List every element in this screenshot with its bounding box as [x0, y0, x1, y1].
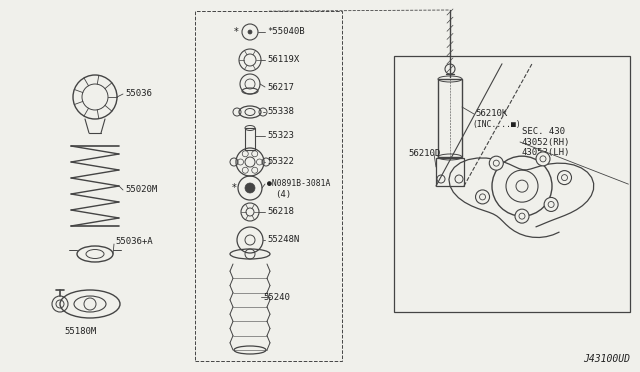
Circle shape: [476, 190, 490, 204]
Circle shape: [248, 30, 252, 34]
Circle shape: [84, 298, 96, 310]
Text: 55240: 55240: [263, 292, 290, 301]
Text: 56210D: 56210D: [408, 150, 440, 158]
Text: 55036+A: 55036+A: [115, 237, 152, 247]
Text: *: *: [233, 27, 238, 37]
Text: 43053(LH): 43053(LH): [522, 148, 570, 157]
Text: J43100UD: J43100UD: [583, 354, 630, 364]
Text: 55020M: 55020M: [125, 186, 157, 195]
Text: 43052(RH): 43052(RH): [522, 138, 570, 147]
Bar: [245, 128, 255, 150]
Text: 55323: 55323: [267, 131, 294, 141]
Circle shape: [490, 156, 503, 170]
Text: SEC. 430: SEC. 430: [522, 128, 565, 137]
Text: (INC....■): (INC....■): [472, 119, 521, 128]
Text: 55322: 55322: [267, 157, 294, 167]
Circle shape: [536, 152, 550, 166]
Text: 56119X: 56119X: [267, 55, 300, 64]
Text: 55338: 55338: [267, 108, 294, 116]
Circle shape: [245, 183, 255, 193]
Text: 55248N: 55248N: [267, 235, 300, 244]
Text: (4): (4): [275, 189, 291, 199]
Text: *55040B: *55040B: [267, 28, 305, 36]
Text: 56210K: 56210K: [475, 109, 508, 119]
Circle shape: [544, 198, 558, 211]
Text: 55036: 55036: [125, 90, 152, 99]
Bar: [195, 11, 342, 361]
Bar: [394, 56, 630, 312]
Text: 55180M: 55180M: [64, 327, 96, 337]
Bar: [438, 79, 462, 157]
Text: *: *: [231, 183, 236, 193]
Text: ●N0891B-3081A: ●N0891B-3081A: [267, 180, 330, 189]
Text: 56218: 56218: [267, 208, 294, 217]
Circle shape: [557, 171, 572, 185]
Text: 56217: 56217: [267, 83, 294, 92]
Circle shape: [515, 209, 529, 223]
Bar: [436, 158, 464, 186]
